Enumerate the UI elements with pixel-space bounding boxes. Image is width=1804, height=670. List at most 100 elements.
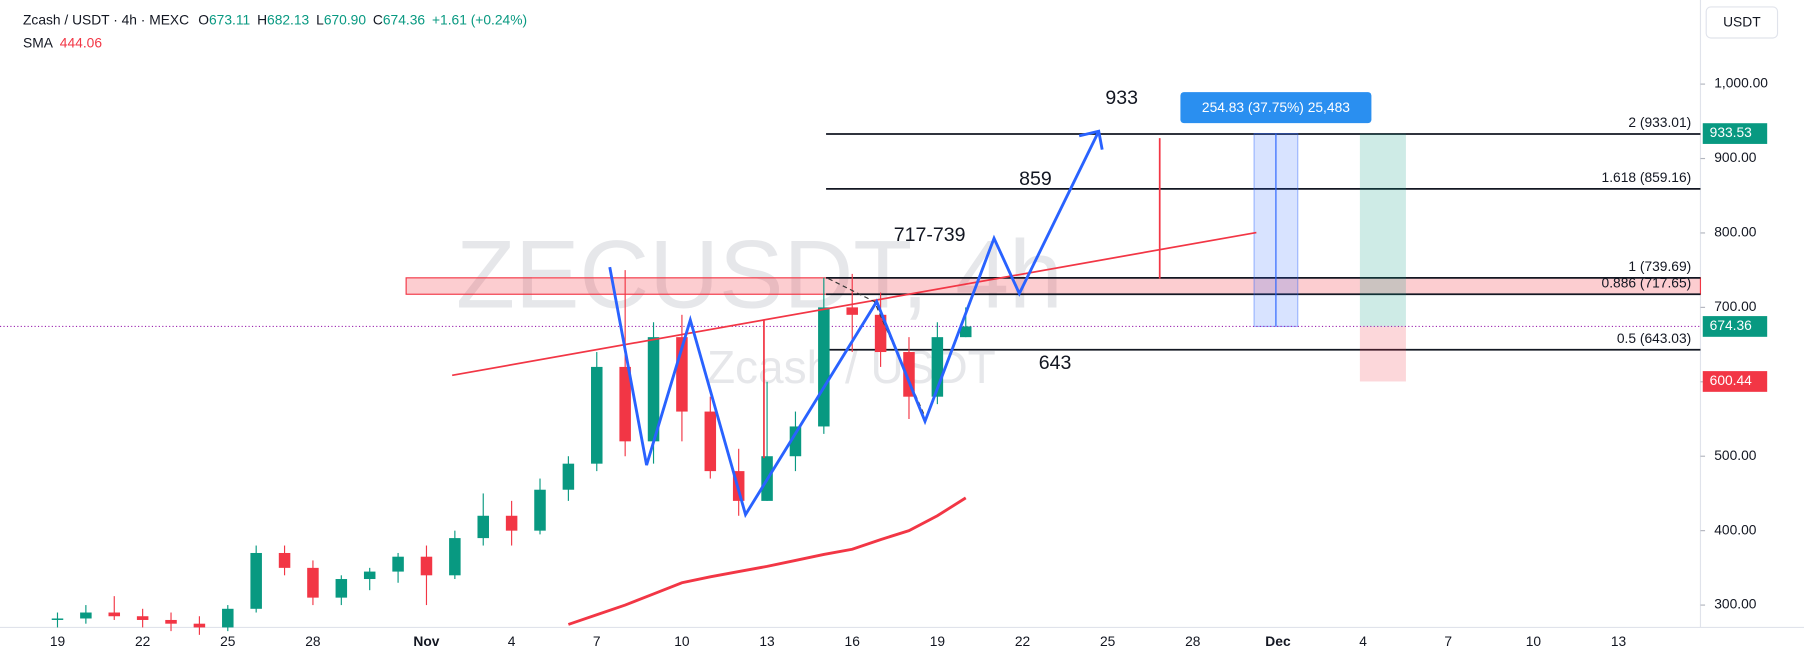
x-tick-label: 25 xyxy=(220,633,236,649)
trend-line xyxy=(451,231,1257,377)
candle-body xyxy=(278,552,291,568)
candle-body xyxy=(51,618,64,620)
candle-body xyxy=(477,515,489,539)
candle-body xyxy=(818,307,830,427)
price-tag xyxy=(1702,123,1768,144)
x-tick-label: 7 xyxy=(593,633,601,649)
annotation: 643 xyxy=(1039,352,1072,374)
candles xyxy=(51,270,972,635)
fib-label: 1 (739.69) xyxy=(1628,258,1691,274)
x-tick-label: 19 xyxy=(930,633,946,649)
dashed-line xyxy=(828,278,926,417)
candle-body xyxy=(449,538,461,576)
x-tick-label: 28 xyxy=(1185,633,1201,649)
candle-body xyxy=(676,337,688,412)
projection-path xyxy=(608,130,1101,519)
arrow-head xyxy=(1078,129,1104,150)
target-box xyxy=(1359,133,1406,327)
ohlc-value: 673.11 xyxy=(209,11,250,27)
ohlc-key: H xyxy=(257,11,267,27)
x-tick-label: 7 xyxy=(1444,633,1452,649)
ohlc-key: C xyxy=(373,11,383,27)
axes: 300.00400.00500.00600.00700.00800.00900.… xyxy=(50,75,1768,649)
candle-body xyxy=(846,307,858,315)
x-tick-label: 22 xyxy=(1015,633,1030,649)
price-tag-label: 933.53 xyxy=(1710,124,1753,140)
candle-body xyxy=(363,571,376,580)
x-tick-label: 25 xyxy=(1100,633,1116,649)
price-tag xyxy=(1702,371,1768,392)
candle-body xyxy=(505,515,518,531)
x-tick-label: 13 xyxy=(759,633,775,649)
resistance-zone xyxy=(405,277,1702,295)
candle-body xyxy=(80,612,92,619)
candle-body xyxy=(591,366,603,464)
header: Zcash / USDT · 4h · MEXC O673.11 H682.13 L6… xyxy=(23,6,1779,50)
candle-body xyxy=(534,489,546,531)
candle-body xyxy=(250,552,262,609)
x-tick-label: 4 xyxy=(508,633,516,649)
y-tick-label: 800.00 xyxy=(1714,224,1757,240)
y-tick-label: 700.00 xyxy=(1714,298,1757,314)
annotation: 859 xyxy=(1019,168,1052,190)
zones: 2 (933.01) 1.618 (859.16) 1 (739.69)0.886 … xyxy=(0,114,1702,382)
ohlc-key: L xyxy=(316,11,324,27)
candle-body xyxy=(420,556,433,576)
candle-body xyxy=(193,623,206,628)
candle-body xyxy=(165,619,177,624)
measure-label-bg xyxy=(1180,92,1372,124)
candle-body xyxy=(136,616,149,620)
indicator-value: 444.06 xyxy=(60,34,103,50)
annotation: 933 xyxy=(1105,87,1138,109)
candle-body xyxy=(704,411,717,472)
candle-body xyxy=(108,612,121,617)
fib-label: 0.886 (717.65) xyxy=(1602,275,1692,291)
candle-body xyxy=(789,426,802,457)
measure-label: 254.83 (37.75%) 25,483 xyxy=(1202,99,1350,115)
candle-body xyxy=(647,337,660,442)
x-tick-label: 19 xyxy=(50,633,66,649)
candle-body xyxy=(959,326,972,338)
x-tick-label: 10 xyxy=(1526,633,1542,649)
stop-box xyxy=(1359,326,1406,382)
watermark-ticker: ZECUSDT, 4h xyxy=(456,221,1063,329)
price-tag-label: 600.44 xyxy=(1710,372,1753,388)
candle-body xyxy=(222,608,234,628)
x-tick-label: 16 xyxy=(845,633,861,649)
y-tick-label: 1,000.00 xyxy=(1714,75,1768,91)
y-tick-label: 900.00 xyxy=(1714,149,1757,165)
x-tick-label: 22 xyxy=(135,633,150,649)
y-tick-label: 500.00 xyxy=(1714,447,1757,463)
x-tick-label: Nov xyxy=(413,633,439,649)
sma-line xyxy=(567,496,967,626)
candle-body xyxy=(392,556,404,572)
candle-body xyxy=(562,463,575,490)
currency-button[interactable] xyxy=(1705,6,1779,39)
ohlc-value: 674.36 xyxy=(383,11,426,27)
candle-body xyxy=(307,567,319,598)
candle-body xyxy=(619,366,631,442)
price-tag xyxy=(1702,316,1768,337)
ohlc-value: 670.90 xyxy=(324,11,367,27)
candle-body xyxy=(931,337,944,397)
price-tag-label: 674.36 xyxy=(1710,317,1753,333)
fib-label: 1.618 (859.16) xyxy=(1602,169,1692,185)
legend-line: Zcash / USDT · 4h · MEXC O673.11 H682.13 L6… xyxy=(23,11,527,27)
x-tick-label: 10 xyxy=(674,633,690,649)
drawings: 933 859 717-739 643 254.83 (37.75%) 25,4… xyxy=(451,87,1372,519)
fib-label: 0.5 (643.03) xyxy=(1617,330,1691,346)
annotation: 717-739 xyxy=(894,224,966,246)
y-tick-label: 300.00 xyxy=(1714,596,1757,612)
x-tick-label: Dec xyxy=(1265,633,1291,649)
fib-label: 2 (933.01) xyxy=(1628,114,1691,130)
currency-button-label[interactable]: USDT xyxy=(1723,14,1761,30)
ohlc-value: 682.13 xyxy=(267,11,310,27)
x-tick-label: 4 xyxy=(1359,633,1367,649)
candle-body xyxy=(874,314,887,353)
candle-body xyxy=(903,352,915,397)
x-tick-label: 13 xyxy=(1611,633,1627,649)
change: +1.61 (+0.24%) xyxy=(432,11,527,27)
